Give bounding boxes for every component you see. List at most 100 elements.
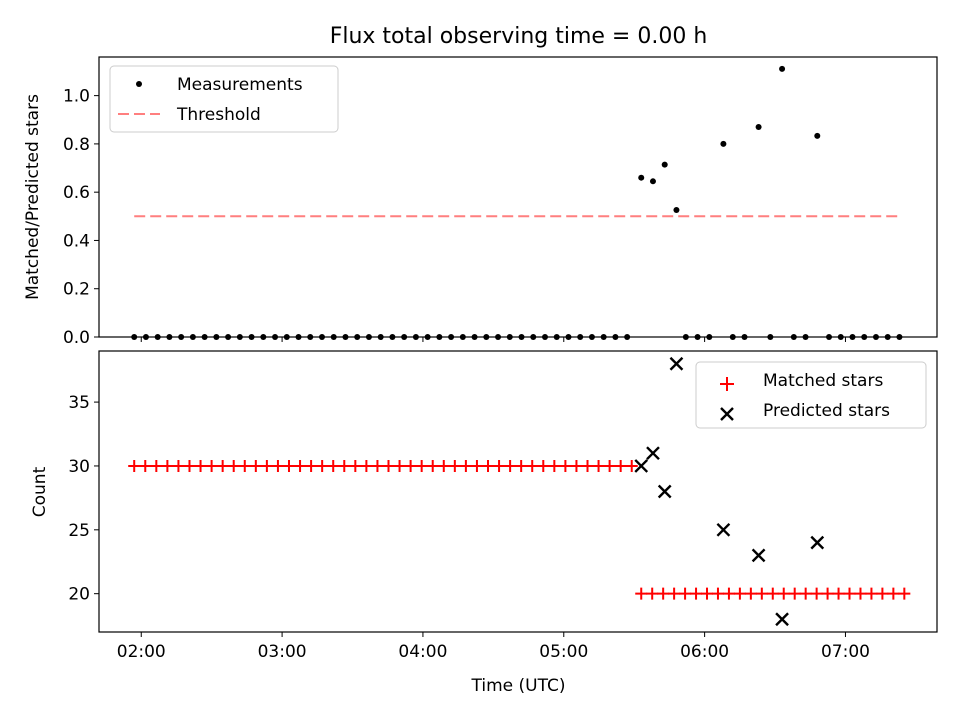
matched-stars-point <box>832 587 845 600</box>
matched-stars-point <box>635 587 648 600</box>
matched-stars-point <box>316 459 329 472</box>
top-axes-frame <box>98 56 938 338</box>
matched-stars-point <box>393 459 406 472</box>
matched-stars-point <box>581 459 594 472</box>
matched-stars-point <box>172 459 185 472</box>
top-y-axis-label: Matched/Predicted stars <box>23 94 43 300</box>
matched-stars-point <box>183 459 196 472</box>
bottom-y-tick-label: 35 <box>68 393 90 413</box>
bottom-y-tick-label: 30 <box>68 457 90 477</box>
matched-stars-point <box>722 587 735 600</box>
matched-stars-point <box>821 587 834 600</box>
measurements-point <box>661 161 668 168</box>
matched-stars-point <box>733 587 746 600</box>
matched-stars-point <box>404 459 417 472</box>
matched-stars-point <box>810 587 823 600</box>
matched-stars-point <box>701 587 714 600</box>
legend-measurements-marker <box>136 81 142 87</box>
matched-stars-point <box>603 459 616 472</box>
matched-stars-point <box>161 459 174 472</box>
top-y-tick-label: 0.4 <box>63 231 90 251</box>
matched-stars-point <box>128 459 141 472</box>
top-y-tick-label: 1.0 <box>63 87 90 107</box>
matched-stars-point <box>570 459 583 472</box>
matched-stars-point <box>271 459 284 472</box>
matched-stars-point <box>548 459 561 472</box>
bottom-legend: Matched stars Predicted stars <box>695 361 927 429</box>
matched-stars-point <box>592 459 605 472</box>
matched-stars-point <box>470 459 483 472</box>
legend-threshold-label: Threshold <box>176 105 261 125</box>
predicted-stars-point <box>810 535 825 550</box>
bottom-y-tick-label: 20 <box>68 585 90 605</box>
matched-stars-point <box>537 459 550 472</box>
matched-stars-point <box>349 459 362 472</box>
legend-matched-stars-label: Matched stars <box>763 371 883 391</box>
top-y-ticks: 0.0 0.2 0.4 0.6 0.8 1.0 <box>63 87 99 348</box>
top-legend-box <box>109 65 339 133</box>
matched-stars-point <box>679 587 692 600</box>
predicted-stars-point <box>775 612 789 627</box>
matched-stars-point <box>194 459 207 472</box>
matched-stars-point <box>282 459 295 472</box>
matched-stars-point <box>260 459 273 472</box>
bottom-y-tick-label: 25 <box>68 521 90 541</box>
matched-stars-point <box>150 459 163 472</box>
matched-stars-point <box>227 459 240 472</box>
measurements-point <box>814 132 821 139</box>
matched-stars-point <box>360 459 373 472</box>
top-y-tick-label: 0.0 <box>63 328 90 348</box>
matched-stars-point <box>766 587 779 600</box>
matched-stars-point <box>294 459 307 472</box>
bottom-y-ticks: 20 25 30 35 <box>68 393 99 605</box>
x-axis-label: Time (UTC) <box>471 676 566 696</box>
matched-stars-point <box>371 459 384 472</box>
legend-measurements-label: Measurements <box>177 75 303 95</box>
measurements-point <box>649 178 656 185</box>
matched-stars-point <box>865 587 878 600</box>
matched-stars-point <box>338 459 351 472</box>
bottom-legend-box <box>695 361 927 429</box>
matched-stars-point <box>843 587 856 600</box>
legend-matched-stars-marker <box>720 377 734 391</box>
matched-stars-point <box>493 459 506 472</box>
bottom-x-ticks: 02:00 03:00 04:00 05:00 06:00 07:00 <box>117 632 870 662</box>
matched-stars-point <box>482 459 495 472</box>
measurements-point <box>720 140 727 147</box>
matched-stars-point <box>876 587 889 600</box>
matched-stars-point <box>205 459 218 472</box>
chart-title: Flux total observing time = 0.00 h <box>330 24 708 49</box>
matched-stars-point <box>216 459 229 472</box>
matched-stars-point <box>305 459 318 472</box>
matched-stars-point <box>788 587 801 600</box>
measurements-point <box>755 124 762 130</box>
matched-stars-point <box>657 587 670 600</box>
matched-stars-point <box>437 459 450 472</box>
matched-stars-point <box>646 587 659 600</box>
x-tick-label: 06:00 <box>680 642 729 662</box>
matched-stars-point <box>799 587 812 600</box>
measurements-point <box>638 174 645 181</box>
matched-stars-point <box>614 459 627 472</box>
top-axes: 0.0 0.2 0.4 0.6 0.8 1.0 Matched/Predicted sta… <box>23 56 938 348</box>
bottom-axes-frame <box>98 350 938 633</box>
x-tick-label: 03:00 <box>258 642 307 662</box>
x-tick-label: 05:00 <box>539 642 588 662</box>
matched-stars-point <box>382 459 395 472</box>
x-tick-label: 04:00 <box>398 642 447 662</box>
matched-stars-point <box>625 459 638 472</box>
matched-stars-point <box>504 459 517 472</box>
matched-stars-point <box>668 587 681 600</box>
matched-stars-point <box>238 459 251 472</box>
matched-stars-point <box>887 587 900 600</box>
matched-stars-point <box>448 459 461 472</box>
predicted-stars-point <box>669 356 684 371</box>
matched-stars-point <box>515 459 528 472</box>
top-y-tick-label: 0.2 <box>63 280 90 300</box>
matched-stars-point <box>898 587 911 600</box>
x-tick-label: 02:00 <box>117 642 166 662</box>
matched-stars-point <box>459 459 472 472</box>
measurements-point <box>673 207 680 214</box>
